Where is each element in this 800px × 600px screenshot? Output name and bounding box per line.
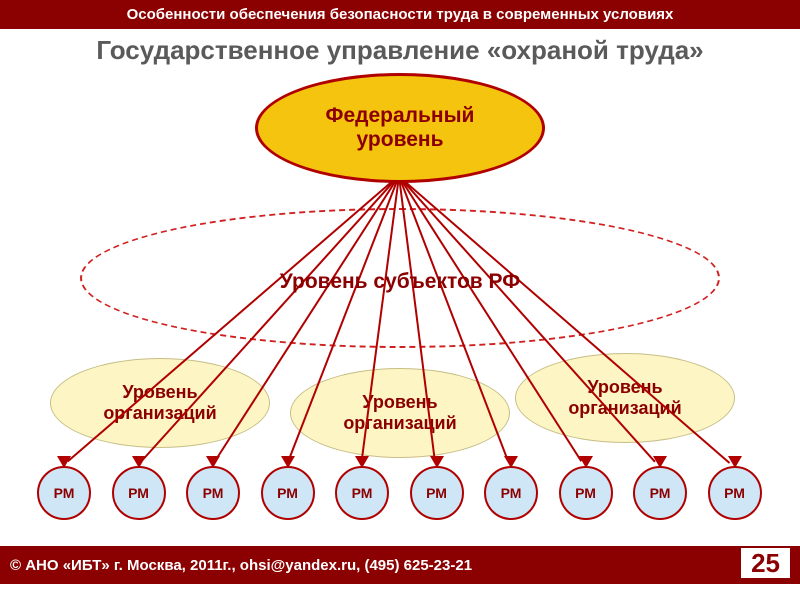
rm-node-0: РМ: [37, 466, 91, 520]
header-text: Особенности обеспечения безопасности тру…: [127, 6, 674, 23]
rm-node-2: РМ: [186, 466, 240, 520]
rm-node-3: РМ: [261, 466, 315, 520]
federal-ellipse: Федеральныйуровень: [255, 73, 545, 183]
footer-bar: © АНО «ИБТ» г. Москва, 2011г., ohsi@yand…: [0, 546, 800, 584]
rm-node-7: РМ: [559, 466, 613, 520]
page-number: 25: [739, 546, 792, 580]
org-ellipse-label: Уровеньорганизаций: [103, 382, 216, 423]
rm-node-6: РМ: [484, 466, 538, 520]
header-bar: Особенности обеспечения безопасности тру…: [0, 0, 800, 29]
page-title: Государственное управление «охраной труд…: [0, 29, 800, 68]
footer-text: © АНО «ИБТ» г. Москва, 2011г., ohsi@yand…: [10, 557, 472, 574]
hierarchy-diagram: Уровеньорганизаций Уровеньорганизаций Уров…: [0, 68, 800, 546]
rm-node-8: РМ: [633, 466, 687, 520]
rm-node-1: РМ: [112, 466, 166, 520]
rm-node-4: РМ: [335, 466, 389, 520]
org-ellipse-0: Уровеньорганизаций: [50, 358, 270, 448]
rm-node-9: РМ: [708, 466, 762, 520]
rm-node-5: РМ: [410, 466, 464, 520]
org-ellipse-label: Уровеньорганизаций: [343, 392, 456, 433]
federal-label: Федеральныйуровень: [326, 104, 475, 152]
subjects-label: Уровень субъектов РФ: [230, 270, 570, 294]
